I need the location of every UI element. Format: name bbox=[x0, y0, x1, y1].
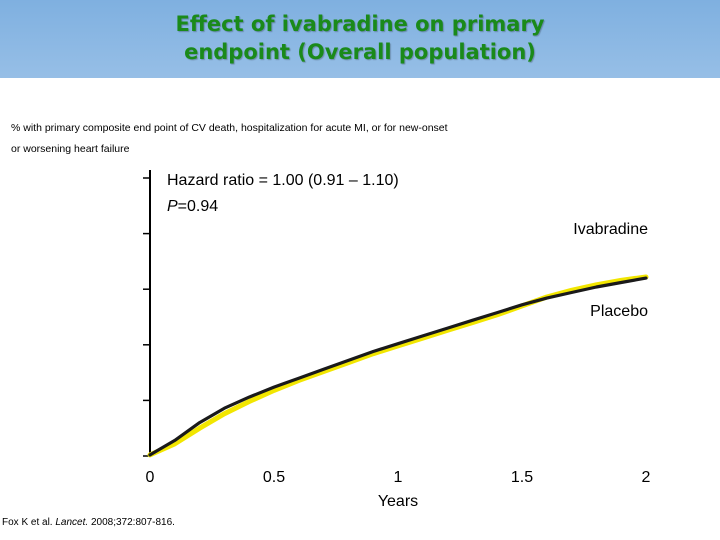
p-value-prefix: P bbox=[167, 198, 178, 215]
title-line-1: Effect of ivabradine on primary bbox=[175, 12, 545, 36]
y-description-line-1: % with primary composite end point of CV… bbox=[11, 122, 448, 134]
chart-series bbox=[147, 274, 649, 458]
ivabradine-line bbox=[148, 276, 648, 457]
x-ticks: 0 0.5 1 1.5 2 bbox=[146, 469, 651, 486]
y-axis-description: % with primary composite end point of CV… bbox=[11, 118, 531, 160]
title-line-2: endpoint (Overall population) bbox=[184, 40, 536, 64]
y-tick-label: 5 bbox=[130, 392, 138, 409]
hazard-ratio-label: Hazard ratio = 1.00 (0.91 – 1.10) bbox=[167, 172, 399, 189]
y-ticks: 0 5 10 15 20 25 bbox=[121, 170, 150, 465]
y-tick-label: 15 bbox=[121, 281, 138, 298]
citation-details: 2008;372:807-816. bbox=[90, 517, 175, 528]
km-chart: 0 5 10 15 20 25 0 0.5 1 1.5 2 Hazard ratio = 1.00… bbox=[121, 170, 651, 510]
ivabradine-label: Ivabradine bbox=[573, 221, 648, 238]
chart-panel: % with primary composite end point of CV… bbox=[0, 78, 720, 540]
x-tick-label: 1 bbox=[394, 469, 403, 486]
y-tick-label: 25 bbox=[121, 170, 138, 187]
x-tick-label: 2 bbox=[642, 469, 651, 486]
x-tick-label: 0 bbox=[146, 469, 155, 486]
y-tick-label: 20 bbox=[121, 226, 138, 243]
x-axis-label: Years bbox=[378, 493, 418, 510]
citation-journal: Lancet. bbox=[55, 517, 89, 528]
citation-authors: Fox K et al. bbox=[2, 517, 53, 528]
y-tick-label: 0 bbox=[130, 448, 138, 465]
y-description-line-2: or worsening heart failure bbox=[11, 143, 130, 155]
p-value-label: P=0.94 bbox=[167, 198, 218, 215]
y-tick-label: 10 bbox=[121, 337, 138, 354]
x-tick-label: 0.5 bbox=[263, 469, 285, 486]
placebo-line bbox=[147, 274, 649, 458]
slide-title: Effect of ivabradine on primary endpoint… bbox=[0, 10, 720, 66]
placebo-label: Placebo bbox=[590, 303, 648, 320]
citation: Fox K et al. Lancet. 2008;372:807-816. bbox=[2, 517, 175, 528]
p-value-number: =0.94 bbox=[178, 198, 219, 215]
x-tick-label: 1.5 bbox=[511, 469, 533, 486]
